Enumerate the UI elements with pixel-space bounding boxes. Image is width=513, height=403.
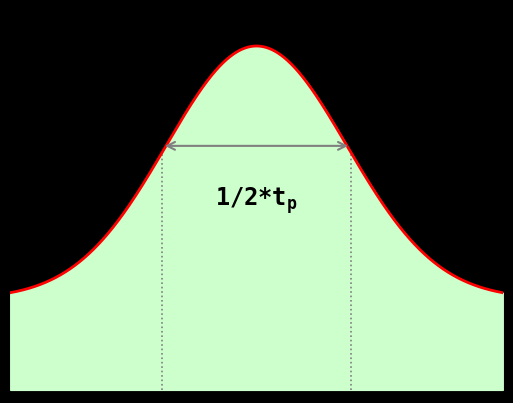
Text: 1/2*t$_\mathregular{p}$: 1/2*t$_\mathregular{p}$ xyxy=(215,185,298,216)
